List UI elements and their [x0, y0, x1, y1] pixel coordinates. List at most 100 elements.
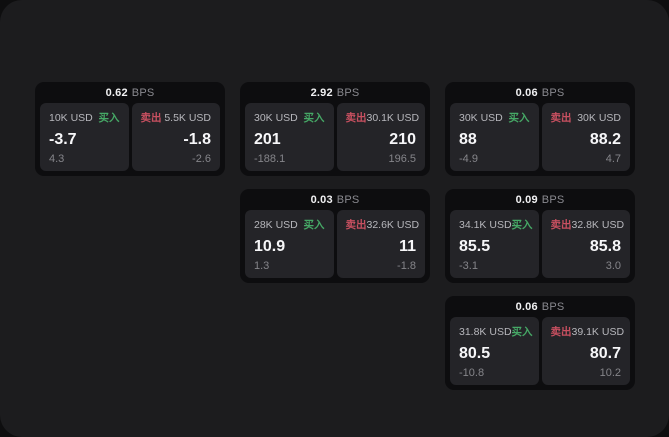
quote-panels: 30K USD 买入 88 -4.9 卖出 30K USD 88.2 4.7: [450, 103, 630, 171]
sell-price: -1.8: [183, 130, 211, 148]
sell-panel[interactable]: 卖出 39.1K USD 80.7 10.2: [541, 317, 630, 385]
spread-header: 0.06 BPS: [450, 296, 630, 317]
quote-card: 2.92 BPS 30K USD 买入 201 -188.1 卖出 30.1K …: [240, 82, 430, 176]
buy-label: 买入: [303, 112, 325, 124]
sell-amount: 32.6K USD: [366, 219, 420, 231]
buy-label: 买入: [508, 112, 530, 124]
buy-delta: -3.1: [459, 260, 478, 272]
buy-panel[interactable]: 10K USD 买入 -3.7 4.3: [40, 103, 129, 171]
bps-unit-label: BPS: [541, 86, 565, 99]
buy-panel-top: 30K USD 买入: [459, 110, 530, 125]
buy-panel-top: 10K USD 买入: [49, 110, 120, 125]
buy-delta: -10.8: [459, 367, 485, 379]
buy-panel[interactable]: 31.8K USD 买入 80.5 -10.8: [450, 317, 539, 385]
sell-panel-top: 卖出 39.1K USD: [550, 324, 625, 339]
buy-price: 10.9: [254, 237, 286, 255]
sell-label: 卖出: [140, 112, 162, 124]
sell-label: 卖出: [550, 219, 572, 231]
buy-amount: 34.1K USD: [459, 219, 512, 231]
buy-panel-top: 28K USD 买入: [254, 217, 325, 232]
buy-panel[interactable]: 30K USD 买入 201 -188.1: [245, 103, 334, 171]
sell-price: 85.8: [589, 237, 621, 255]
buy-panel[interactable]: 30K USD 买入 88 -4.9: [450, 103, 539, 171]
sell-panel[interactable]: 卖出 32.6K USD 11 -1.8: [336, 210, 425, 278]
buy-amount: 30K USD: [254, 112, 298, 124]
buy-price: 80.5: [459, 344, 491, 362]
bps-unit-label: BPS: [131, 86, 155, 99]
quote-card: 0.62 BPS 10K USD 买入 -3.7 4.3 卖出 5.5K USD…: [35, 82, 225, 176]
buy-label: 买入: [511, 326, 533, 338]
quote-panels: 30K USD 买入 201 -188.1 卖出 30.1K USD 210 1…: [245, 103, 425, 171]
buy-panel[interactable]: 28K USD 买入 10.9 1.3: [245, 210, 334, 278]
spread-value: 0.06: [515, 86, 538, 99]
sell-delta: 196.5: [388, 153, 416, 165]
bps-unit-label: BPS: [336, 193, 360, 206]
buy-amount: 10K USD: [49, 112, 93, 124]
sell-panel-top: 卖出 32.8K USD: [550, 217, 625, 232]
sell-label: 卖出: [550, 326, 572, 338]
sell-panel-top: 卖出 30K USD: [551, 110, 622, 125]
quote-panels: 28K USD 买入 10.9 1.3 卖出 32.6K USD 11 -1.8: [245, 210, 425, 278]
buy-label: 买入: [511, 219, 533, 231]
sell-label: 卖出: [345, 219, 367, 231]
sell-delta: 4.7: [605, 153, 621, 165]
sell-panel[interactable]: 卖出 30.1K USD 210 196.5: [336, 103, 425, 171]
sell-amount: 32.8K USD: [571, 219, 625, 231]
quote-card: 0.06 BPS 31.8K USD 买入 80.5 -10.8 卖出 39.1…: [445, 296, 635, 390]
buy-price: 201: [254, 130, 281, 148]
spread-header: 0.62 BPS: [40, 82, 220, 103]
buy-amount: 28K USD: [254, 219, 298, 231]
buy-price: -3.7: [49, 130, 77, 148]
sell-price: 11: [399, 237, 416, 255]
sell-label: 卖出: [550, 112, 572, 124]
sell-delta: -2.6: [192, 153, 211, 165]
sell-delta: 10.2: [599, 367, 621, 379]
buy-panel-top: 30K USD 买入: [254, 110, 325, 125]
sell-price: 210: [389, 130, 416, 148]
quote-panels: 34.1K USD 买入 85.5 -3.1 卖出 32.8K USD 85.8…: [450, 210, 630, 278]
quote-card: 0.06 BPS 30K USD 买入 88 -4.9 卖出 30K USD 8…: [445, 82, 635, 176]
buy-delta: 1.3: [254, 260, 270, 272]
buy-label: 买入: [98, 112, 120, 124]
cards-grid: 0.62 BPS 10K USD 买入 -3.7 4.3 卖出 5.5K USD…: [35, 82, 635, 390]
buy-delta: 4.3: [49, 153, 65, 165]
buy-amount: 31.8K USD: [459, 326, 512, 338]
sell-panel[interactable]: 卖出 30K USD 88.2 4.7: [541, 103, 630, 171]
bps-unit-label: BPS: [541, 300, 565, 313]
buy-amount: 30K USD: [459, 112, 503, 124]
sell-delta: 3.0: [605, 260, 621, 272]
sell-amount: 30.1K USD: [366, 112, 420, 124]
buy-delta: -188.1: [254, 153, 286, 165]
spread-value: 0.03: [310, 193, 333, 206]
spread-header: 0.09 BPS: [450, 189, 630, 210]
sell-amount: 30K USD: [577, 112, 621, 124]
spread-header: 0.06 BPS: [450, 82, 630, 103]
sell-panel[interactable]: 卖出 32.8K USD 85.8 3.0: [541, 210, 630, 278]
sell-panel-top: 卖出 5.5K USD: [141, 110, 212, 125]
sell-panel[interactable]: 卖出 5.5K USD -1.8 -2.6: [131, 103, 220, 171]
quote-panels: 10K USD 买入 -3.7 4.3 卖出 5.5K USD -1.8 -2.…: [40, 103, 220, 171]
sell-panel-top: 卖出 30.1K USD: [345, 110, 420, 125]
spread-value: 0.06: [515, 300, 538, 313]
buy-panel-top: 34.1K USD 买入: [459, 217, 533, 232]
buy-panel[interactable]: 34.1K USD 买入 85.5 -3.1: [450, 210, 539, 278]
sell-price: 80.7: [589, 344, 621, 362]
spread-header: 0.03 BPS: [245, 189, 425, 210]
buy-label: 买入: [303, 219, 325, 231]
sell-amount: 39.1K USD: [571, 326, 625, 338]
quote-card: 0.09 BPS 34.1K USD 买入 85.5 -3.1 卖出 32.8K…: [445, 189, 635, 283]
sell-label: 卖出: [345, 112, 367, 124]
sell-price: 88.2: [589, 130, 621, 148]
buy-delta: -4.9: [459, 153, 478, 165]
spread-value: 2.92: [310, 86, 333, 99]
bps-unit-label: BPS: [541, 193, 565, 206]
spread-header: 2.92 BPS: [245, 82, 425, 103]
sell-delta: -1.8: [397, 260, 416, 272]
buy-price: 85.5: [459, 237, 491, 255]
buy-price: 88: [459, 130, 477, 148]
bps-unit-label: BPS: [336, 86, 360, 99]
buy-panel-top: 31.8K USD 买入: [459, 324, 533, 339]
spread-value: 0.62: [105, 86, 128, 99]
quote-panels: 31.8K USD 买入 80.5 -10.8 卖出 39.1K USD 80.…: [450, 317, 630, 385]
